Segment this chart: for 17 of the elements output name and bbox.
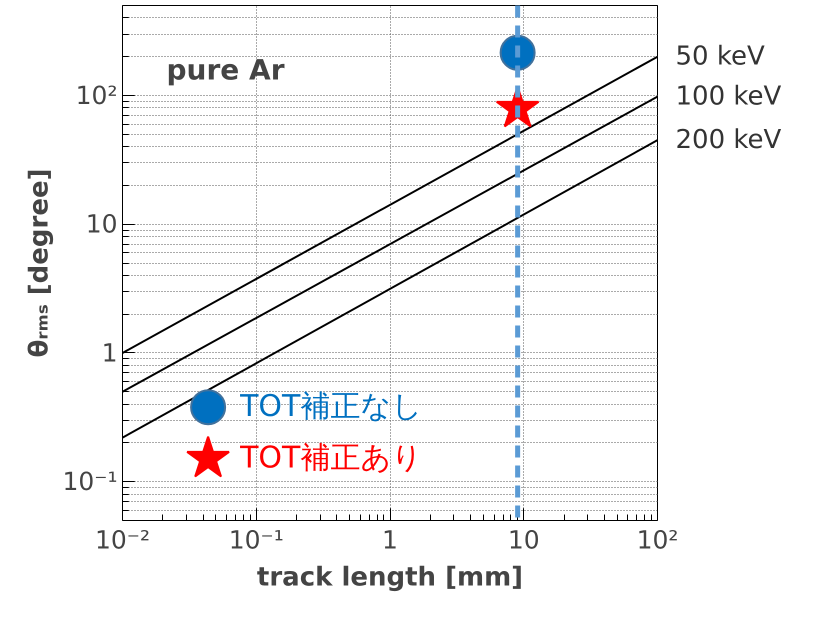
y-axis-title: θᵣₘₛ [degree]: [24, 168, 54, 358]
series-label: 50 keV: [676, 42, 765, 72]
x-tick-label: 10⁻¹: [228, 526, 284, 554]
y-tick-label: 10⁻¹: [62, 467, 118, 496]
x-tick-label: 1: [382, 526, 398, 554]
legend-label: TOT補正あり: [239, 440, 422, 476]
series-label: 100 keV: [676, 82, 782, 112]
annotation: pure Ar: [166, 54, 285, 86]
series-label: 200 keV: [676, 125, 782, 156]
x-tick-label: 10⁻²: [94, 526, 150, 554]
y-tick-label: 10: [86, 210, 118, 239]
y-tick-label: 10²: [76, 80, 118, 110]
legend-label: TOT補正なし: [239, 389, 422, 424]
x-axis-title: track length [mm]: [256, 562, 524, 592]
x-tick-label: 10: [508, 526, 540, 554]
x-tick-label: 10²: [636, 526, 678, 554]
y-tick-label: 1: [102, 338, 118, 368]
